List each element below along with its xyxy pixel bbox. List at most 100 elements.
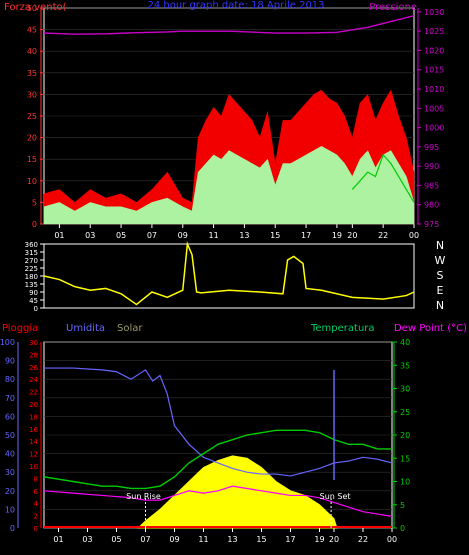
rain-y-tick-label: 20 bbox=[29, 401, 38, 409]
thermo-x-tick-label: 05 bbox=[111, 535, 121, 544]
rain-y-tick-label: 8 bbox=[34, 475, 38, 483]
pressure-y-tick-label: 1010 bbox=[424, 85, 444, 94]
wind-y-tick-label: 35 bbox=[27, 69, 37, 78]
humidity-y-tick-label: 100 bbox=[0, 338, 15, 347]
humidity-y-tick-label: 90 bbox=[5, 357, 15, 366]
rain-y-tick-label: 0 bbox=[34, 525, 38, 533]
pressure-y-tick-label: 1020 bbox=[424, 46, 444, 55]
wind-y-tick-label: 15 bbox=[27, 155, 37, 164]
wind-x-tick-label: 22 bbox=[378, 231, 388, 240]
rain-label: Pioggia bbox=[2, 323, 38, 334]
wind-x-tick-label: 19 bbox=[332, 231, 342, 240]
pressure-y-tick-label: 1025 bbox=[424, 27, 444, 36]
pressure-y-tick-label: 995 bbox=[424, 143, 439, 152]
rain-y-tick-label: 6 bbox=[34, 488, 39, 496]
wind-series bbox=[43, 145, 415, 225]
direction-series bbox=[43, 241, 415, 306]
wind-y-tick-label: 40 bbox=[27, 47, 37, 56]
pressure-y-tick-label: 990 bbox=[424, 162, 439, 171]
wind-x-tick-label: 13 bbox=[239, 231, 249, 240]
thermo-x-tick-label: 17 bbox=[285, 535, 295, 544]
temp-y-tick-label: 10 bbox=[400, 478, 410, 487]
wind-y-tick-label: 45 bbox=[27, 26, 37, 35]
thermo-x-tick-label: 09 bbox=[169, 535, 179, 544]
temp-y-tick-label: 5 bbox=[400, 501, 405, 510]
pressure-y-tick-label: 975 bbox=[424, 220, 439, 229]
humidity-y-tick-label: 70 bbox=[5, 394, 15, 403]
dewpoint-label: Dew Point (°C) bbox=[394, 323, 467, 334]
temp-y-tick-label: 20 bbox=[400, 431, 410, 440]
wind-y-tick-label: 25 bbox=[27, 112, 37, 121]
rain-y-tick-label: 22 bbox=[29, 389, 38, 397]
wind-y-tick-label: 20 bbox=[27, 134, 37, 143]
sunrise-label: Sun Rise bbox=[126, 492, 161, 501]
temp-y-tick-label: 15 bbox=[400, 454, 410, 463]
thermo-x-tick-label: 07 bbox=[140, 535, 150, 544]
direction-y-tick-label: 360 bbox=[25, 241, 38, 249]
direction-y-tick-label: 270 bbox=[25, 257, 38, 265]
wind-y-tick-label: 0 bbox=[32, 220, 37, 229]
pressure-series bbox=[43, 15, 415, 35]
rain-y-tick-label: 16 bbox=[29, 426, 38, 434]
wind-y-tick-label: 5 bbox=[32, 198, 37, 207]
humidity-y-tick-label: 80 bbox=[5, 375, 15, 384]
thermo-x-tick-label: 19 bbox=[314, 535, 324, 544]
direction-y-tick-label: 315 bbox=[25, 249, 38, 257]
temp-y-tick-label: 25 bbox=[400, 408, 410, 417]
avg-wind-series bbox=[351, 153, 415, 203]
wind-x-tick-label: 07 bbox=[147, 231, 157, 240]
wind-x-tick-label: 00 bbox=[409, 231, 419, 240]
solar-label: Solar bbox=[117, 323, 143, 334]
thermo-x-tick-label: 13 bbox=[227, 535, 237, 544]
wind-y-tick-label: 10 bbox=[27, 177, 37, 186]
temp-y-tick-label: 40 bbox=[400, 338, 410, 347]
humidity-y-tick-label: 60 bbox=[5, 412, 15, 421]
humidity-y-tick-label: 40 bbox=[5, 450, 15, 459]
pressure-y-tick-label: 1015 bbox=[424, 66, 444, 75]
rain-y-tick-label: 12 bbox=[29, 451, 38, 459]
direction-y-tick-label: 225 bbox=[25, 265, 38, 273]
sunset-label: Sun Set bbox=[320, 492, 351, 501]
humidity-label: Umidita bbox=[66, 323, 105, 334]
wind-x-tick-label: 09 bbox=[178, 231, 188, 240]
wind-axis-title: Forza vento( bbox=[4, 2, 67, 13]
thermo-x-tick-label: 22 bbox=[358, 535, 368, 544]
temp-y-tick-label: 30 bbox=[400, 385, 410, 394]
pressure-y-tick-label: 1030 bbox=[424, 8, 444, 17]
compass-label-4: N bbox=[436, 299, 444, 312]
pressure-y-tick-label: 985 bbox=[424, 181, 439, 190]
temperature-label: Temperatura bbox=[310, 323, 375, 334]
pressure-y-tick-label: 1005 bbox=[424, 104, 444, 113]
wind-x-tick-label: 15 bbox=[270, 231, 280, 240]
direction-y-tick-label: 0 bbox=[34, 305, 38, 313]
humidity-series bbox=[44, 367, 393, 477]
solar-series bbox=[137, 455, 338, 529]
thermo-x-tick-label: 03 bbox=[82, 535, 92, 544]
temp-y-tick-label: 0 bbox=[400, 524, 405, 533]
pressure-y-tick-label: 980 bbox=[424, 201, 439, 210]
wind-x-tick-label: 01 bbox=[54, 231, 64, 240]
thermo-x-tick-label: 11 bbox=[198, 535, 208, 544]
direction-y-tick-label: 45 bbox=[29, 297, 38, 305]
rain-y-tick-label: 24 bbox=[29, 376, 38, 384]
temperature-series bbox=[43, 429, 392, 490]
compass-label-1: W bbox=[435, 254, 446, 267]
wind-x-tick-label: 03 bbox=[85, 231, 95, 240]
rain-y-tick-label: 30 bbox=[29, 339, 38, 347]
temp-y-tick-label: 35 bbox=[400, 361, 410, 370]
rain-y-tick-label: 26 bbox=[29, 364, 38, 372]
humidity-y-tick-label: 20 bbox=[5, 487, 15, 496]
thermo-x-tick-label: 00 bbox=[387, 535, 397, 544]
rain-y-tick-label: 10 bbox=[29, 463, 38, 471]
humidity-y-tick-label: 0 bbox=[10, 524, 15, 533]
thermo-x-tick-label: 20 bbox=[329, 535, 339, 544]
direction-y-tick-label: 135 bbox=[25, 281, 38, 289]
compass-label-3: E bbox=[437, 284, 444, 297]
wind-y-tick-label: 50 bbox=[27, 4, 37, 13]
humidity-y-tick-label: 50 bbox=[5, 431, 15, 440]
rain-y-tick-label: 4 bbox=[34, 500, 39, 508]
rain-y-tick-label: 28 bbox=[29, 351, 38, 359]
wind-x-tick-label: 20 bbox=[347, 231, 357, 240]
wind-y-tick-label: 30 bbox=[27, 90, 37, 99]
